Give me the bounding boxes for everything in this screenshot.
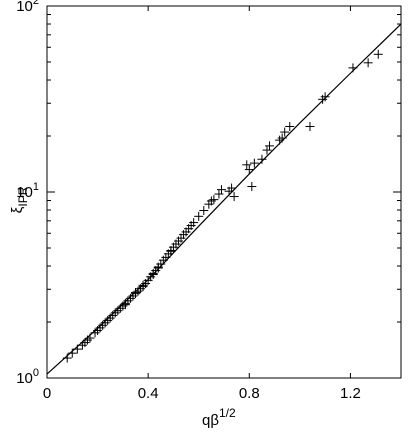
fit-line [46,23,402,375]
data-markers [62,49,383,363]
data-point [95,323,105,333]
data-point [62,353,72,363]
data-point [249,158,259,168]
data-point [72,344,82,354]
x-axis-label: qβ1/2 [202,406,236,429]
data-point [257,154,267,164]
y-tick-label: 101 [16,181,39,201]
data-point [348,63,358,73]
axis-ticks [46,5,401,379]
y-tick-label: 102 [16,0,39,15]
data-point [120,300,130,310]
data-point [189,218,199,228]
x-tick-label: 0.4 [138,385,159,402]
data-point [138,280,148,290]
tick-labels: 0 0.4 0.8 1.2 100 101 102 [16,0,361,402]
data-point [280,127,290,137]
data-point [227,183,237,193]
data-point [229,192,239,202]
data-point [265,141,275,151]
data-point [148,270,158,280]
data-point [110,308,120,318]
data-point [98,320,108,330]
x-axis-label-sup: 1/2 [219,406,236,420]
data-point [100,318,110,328]
data-point [133,286,143,296]
data-point [194,211,204,221]
y-tick-label: 100 [16,367,39,387]
x-tick-label: 1.2 [340,385,361,402]
data-point [277,133,287,143]
y-axis-label: ξIPR [9,186,30,213]
data-point [209,195,219,205]
data-point [363,58,373,68]
y-axis-label-sub: IPR [16,186,30,206]
y-axis-label-base: ξ [9,206,26,213]
data-point [275,135,285,145]
data-point [103,315,113,325]
data-point [373,49,383,59]
data-point [105,313,115,323]
plot-frame [46,5,402,379]
data-point [93,326,103,336]
data-point [125,293,135,303]
data-point [90,328,100,338]
data-point [85,333,95,343]
data-point [214,189,224,199]
data-point [153,263,163,273]
data-point [199,206,209,216]
data-point [108,310,118,320]
data-point [113,306,123,316]
data-point [318,94,328,104]
data-point [244,165,254,175]
x-tick-label: 0.8 [239,385,260,402]
data-point [166,246,176,256]
data-point [80,338,90,348]
data-point [305,121,315,131]
data-point [285,121,295,131]
data-point [131,288,140,298]
data-point [216,185,226,195]
data-point [242,160,252,170]
data-point [247,182,257,192]
data-point [115,303,125,313]
x-tick-label: 0 [43,385,51,402]
data-point [123,296,133,306]
data-point [118,301,128,311]
data-point [320,92,330,102]
data-point [77,340,87,350]
data-point [67,348,77,358]
x-axis-label-base: qβ [202,412,219,429]
data-point [82,335,92,345]
